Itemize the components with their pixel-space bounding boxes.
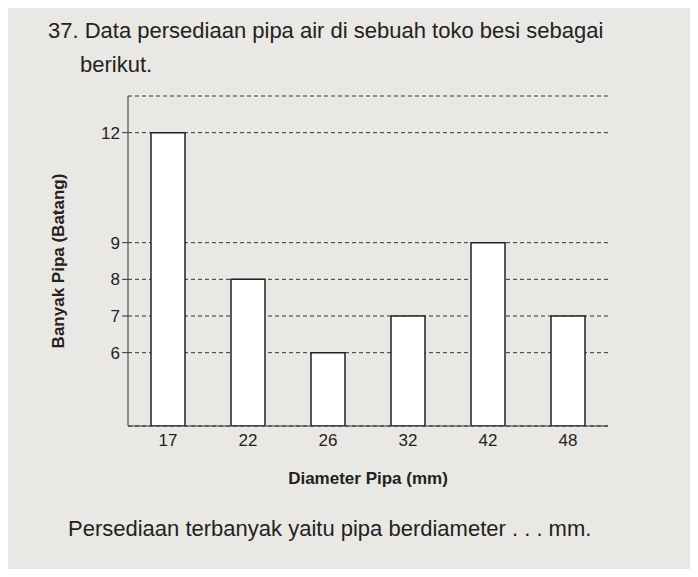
svg-text:7: 7 — [111, 307, 120, 326]
svg-text:12: 12 — [101, 124, 120, 143]
html-text:Persediaan terbanyak yaitu pip: Persediaan terbanyak yaitu pipa berdiame… — [68, 516, 592, 541]
svg-text:48: 48 — [559, 431, 578, 450]
svg-text:6: 6 — [111, 344, 120, 363]
svg-text:8: 8 — [111, 270, 120, 289]
svg-text:26: 26 — [319, 431, 338, 450]
svg-text:9: 9 — [111, 234, 120, 253]
svg-text:22: 22 — [239, 431, 258, 450]
svg-text:Banyak Pipa (Batang): Banyak Pipa (Batang) — [49, 174, 68, 349]
svg-text:17: 17 — [159, 431, 178, 450]
svg-text:Diameter Pipa (mm): Diameter Pipa (mm) — [288, 469, 448, 488]
svg-text:32: 32 — [399, 431, 418, 450]
html-text:37. Data persediaan pipa air d: 37. Data persediaan pipa air di sebuah t… — [48, 18, 604, 77]
svg-text:42: 42 — [479, 431, 498, 450]
